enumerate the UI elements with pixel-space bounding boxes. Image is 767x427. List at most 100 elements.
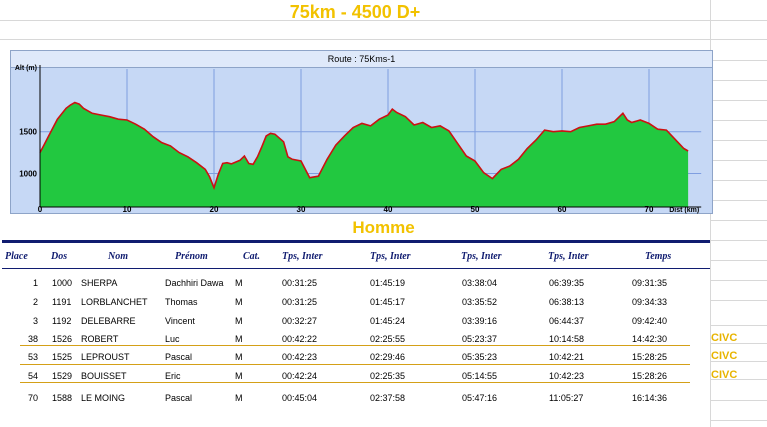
table-cell-place: 1 <box>32 278 38 288</box>
table-cell-t2: 01:45:24 <box>370 316 406 326</box>
table-cell-place: 70 <box>27 393 38 403</box>
table-cell-nom: LORBLANCHET <box>81 297 148 307</box>
table-cell-cat: M <box>235 393 243 403</box>
elevation-plot: 0 10 20 30 40 50 60 70 1000 1500 Alt (m) Dist (km) <box>15 65 702 214</box>
elevation-chart: Route : 75Kms-1 0 10 20 30 40 50 60 70 1000 1500 A… <box>10 50 713 214</box>
table-cell-cat: M <box>235 371 243 381</box>
table-cell-nom: ROBERT <box>81 334 119 344</box>
table-cell-t4: 10:14:58 <box>549 334 585 344</box>
table-cell-t1: 00:32:27 <box>282 316 318 326</box>
table-cell-temps: 16:14:36 <box>632 393 668 403</box>
table-cell-prenom: Dachhiri Dawa <box>165 278 224 288</box>
column-header: Tps, Inter <box>461 251 502 262</box>
x-tick-label: 60 <box>558 205 567 214</box>
x-axis-label: Dist (km) <box>669 207 699 214</box>
table-cell-t3: 03:35:52 <box>462 297 498 307</box>
x-tick-label: 30 <box>297 205 306 214</box>
table-cell-place: 38 <box>27 334 38 344</box>
table-cell-cat: M <box>235 316 243 326</box>
table-cell-cat: M <box>235 297 243 307</box>
table-cell-prenom: Pascal <box>165 393 193 403</box>
column-header: Temps <box>645 251 672 262</box>
table-cell-place: 53 <box>27 352 38 362</box>
table-cell-t2: 02:37:58 <box>370 393 406 403</box>
table-cell-t2: 02:25:35 <box>370 371 406 381</box>
table-cell-t4: 10:42:23 <box>549 371 585 381</box>
page-title: 75km - 4500 D+ <box>289 2 421 22</box>
x-tick-label: 20 <box>210 205 219 214</box>
y-axis-label: Alt (m) <box>15 65 37 72</box>
table-cell-temps: 09:34:33 <box>632 297 668 307</box>
club-label: CIVC <box>711 369 738 381</box>
club-label: CIVC <box>711 332 738 344</box>
table-cell-t3: 03:39:16 <box>462 316 498 326</box>
table-cell-place: 2 <box>32 297 38 307</box>
table-cell-t2: 02:25:55 <box>370 334 406 344</box>
table-cell-prenom: Eric <box>165 371 181 381</box>
x-tick-label: 0 <box>38 205 43 214</box>
table-cell-t1: 00:42:24 <box>282 371 318 381</box>
table-cell-place: 3 <box>32 316 38 326</box>
table-cell-temps: 09:31:35 <box>632 278 668 288</box>
table-cell-t4: 06:38:13 <box>549 297 585 307</box>
x-tick-label: 50 <box>471 205 480 214</box>
table-cell-nom: SHERPA <box>81 278 118 288</box>
column-header: Tps, Inter <box>548 251 589 262</box>
table-cell-t3: 05:23:37 <box>462 334 498 344</box>
table-cell-dos: 1529 <box>52 371 73 381</box>
elevation-line <box>39 101 689 191</box>
table-cell-t4: 10:42:21 <box>549 352 585 362</box>
table-cell-dos: 1192 <box>52 316 72 326</box>
table-cell-t1: 00:42:22 <box>282 334 318 344</box>
table-cell-t1: 00:31:25 <box>282 278 318 288</box>
table-cell-t3: 05:35:23 <box>462 352 498 362</box>
table-cell-place: 54 <box>27 371 38 381</box>
table-cell-dos: 1525 <box>52 352 73 362</box>
x-tick-label: 40 <box>384 205 393 214</box>
table-cell-prenom: Pascal <box>165 352 193 362</box>
table-cell-temps: 09:42:40 <box>632 316 668 326</box>
row-separator <box>20 382 690 383</box>
table-cell-t2: 01:45:17 <box>370 297 406 307</box>
column-header: Place <box>5 251 28 262</box>
y-tick-label: 1500 <box>19 128 37 137</box>
x-tick-label: 70 <box>645 205 654 214</box>
table-cell-dos: 1526 <box>52 334 73 344</box>
column-header: Dos <box>51 251 68 262</box>
x-tick-label: 10 <box>123 205 132 214</box>
table-cell-nom: LEPROUST <box>81 352 130 362</box>
table-cell-prenom: Thomas <box>165 297 198 307</box>
row-separator <box>20 364 690 365</box>
column-header: Tps, Inter <box>282 251 323 262</box>
table-cell-t3: 05:47:16 <box>462 393 498 403</box>
table-cell-dos: 1000 <box>52 278 73 288</box>
column-header: Tps, Inter <box>370 251 411 262</box>
table-cell-nom: LE MOING <box>81 393 126 403</box>
table-cell-t1: 00:31:25 <box>282 297 318 307</box>
table-cell-dos: 1588 <box>52 393 73 403</box>
table-cell-t3: 03:38:04 <box>462 278 498 288</box>
table-cell-t1: 00:42:23 <box>282 352 318 362</box>
table-cell-cat: M <box>235 334 243 344</box>
table-cell-dos: 1191 <box>52 297 72 307</box>
table-cell-temps: 15:28:26 <box>632 371 668 381</box>
table-cell-t4: 11:05:27 <box>549 393 584 403</box>
table-cell-t4: 06:44:37 <box>549 316 585 326</box>
table-cell-t3: 05:14:55 <box>462 371 498 381</box>
chart-title: Route : 75Kms-1 <box>11 51 712 68</box>
table-cell-cat: M <box>235 278 243 288</box>
table-cell-prenom: Luc <box>165 334 180 344</box>
table-cell-temps: 14:42:30 <box>632 334 668 344</box>
header-bottom-rule <box>2 268 710 269</box>
table-cell-temps: 15:28:25 <box>632 352 668 362</box>
row-separator <box>20 345 690 346</box>
table-cell-nom: BOUISSET <box>81 371 127 381</box>
table-cell-t2: 01:45:19 <box>370 278 406 288</box>
column-header: Nom <box>108 251 128 262</box>
table-cell-t2: 02:29:46 <box>370 352 406 362</box>
table-cell-t1: 00:45:04 <box>282 393 318 403</box>
club-label: CIVC <box>711 350 738 362</box>
y-tick-label: 1000 <box>19 170 37 179</box>
table-cell-prenom: Vincent <box>165 316 195 326</box>
column-header: Prénom <box>175 251 208 262</box>
